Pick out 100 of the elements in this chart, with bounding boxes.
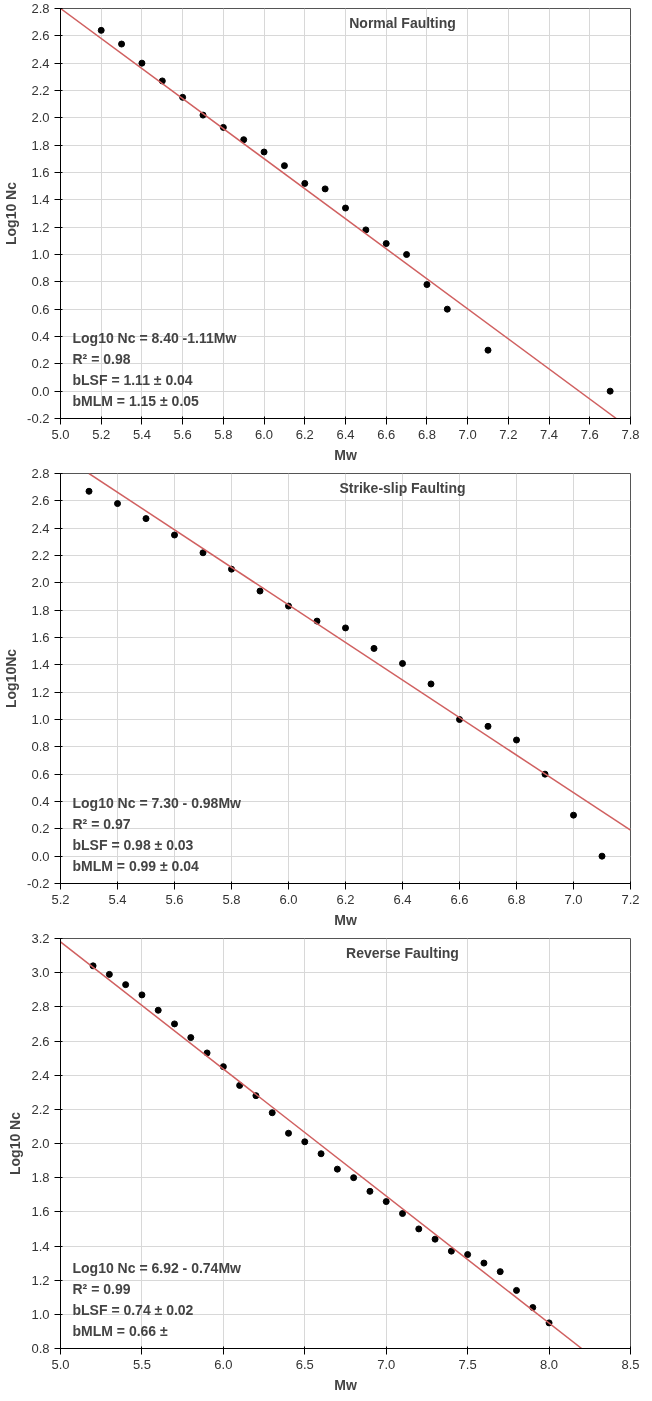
point (399, 1210, 406, 1218)
annotation: bMLM = 0.66 ± (72, 1322, 169, 1339)
x-tick-label: 5.2 (51, 891, 70, 907)
point (138, 59, 146, 67)
point (321, 185, 329, 193)
point (431, 1235, 439, 1243)
point (415, 1225, 423, 1233)
x-tick-label: 7.8 (621, 426, 640, 442)
annotation: R² = 0.98 (72, 350, 131, 367)
x-tick-label: 6.0 (214, 1356, 233, 1372)
x-tick-label: 6.6 (377, 426, 396, 442)
point (403, 251, 411, 258)
annotation: bLSF = 1.11 ± 0.04 (72, 371, 193, 388)
y-tick-label: 1.4 (31, 192, 50, 208)
x-tick-label: 7.0 (564, 891, 583, 907)
y-tick-label: 2.4 (31, 55, 50, 71)
point (606, 387, 614, 395)
point (366, 1187, 374, 1195)
point (142, 515, 150, 523)
y-tick-label: 0.0 (31, 848, 50, 864)
y-tick-label: 2.8 (31, 466, 50, 481)
point (240, 136, 248, 144)
y-tick-label: 1.6 (31, 1204, 50, 1220)
y-tick-label: 2.8 (31, 1, 50, 16)
x-axis-title: Mw (334, 446, 357, 463)
point (342, 624, 349, 632)
point (496, 1268, 504, 1276)
point (370, 644, 378, 652)
y-tick-label: 1.0 (31, 712, 50, 727)
y-tick-label: 2.0 (31, 575, 50, 591)
y-axis-title: Log10 Nc (7, 1111, 24, 1176)
x-tick-label: 7.0 (458, 426, 477, 442)
y-tick-label: 1.2 (31, 219, 50, 235)
point (118, 40, 126, 48)
x-tick-label: 6.4 (393, 891, 412, 907)
x-tick-label: 5.4 (132, 426, 151, 442)
point (443, 305, 451, 313)
y-tick-label: 2.0 (31, 110, 50, 126)
x-tick-label: 5.0 (51, 1356, 70, 1372)
y-tick-label: 1.4 (31, 657, 50, 673)
y-tick-label: 1.0 (31, 247, 50, 262)
y-tick-label: -0.2 (27, 411, 50, 426)
y-tick-label: 2.6 (31, 1033, 50, 1049)
y-tick-label: 2.6 (31, 493, 50, 509)
annotation: R² = 0.97 (72, 815, 131, 832)
annotation: R² = 0.99 (72, 1280, 131, 1297)
point (171, 531, 178, 539)
x-tick-label: 5.2 (92, 426, 111, 442)
point (114, 500, 121, 508)
y-tick-label: 1.8 (31, 137, 50, 153)
y-tick-label: 0.8 (31, 1341, 50, 1356)
x-tick-label: 7.0 (377, 1356, 396, 1372)
x-tick-label: 6.2 (295, 426, 314, 442)
x-tick-label: 5.0 (51, 426, 70, 442)
y-tick-label: 0.2 (31, 356, 50, 372)
x-tick-label: 5.6 (165, 891, 184, 907)
y-tick-label: 0.8 (31, 274, 50, 290)
point (105, 970, 113, 978)
y-tick-label: 0.2 (31, 821, 50, 837)
x-tick-label: 5.8 (222, 891, 241, 907)
text: Strike-slip Faulting (339, 479, 466, 496)
y-tick-label: 1.2 (31, 684, 50, 700)
y-tick-label: 2.2 (31, 1101, 50, 1117)
y-tick-label: 0.4 (31, 329, 50, 344)
x-tick-label: 7.2 (499, 426, 518, 442)
point (333, 1165, 341, 1173)
point (480, 1259, 488, 1267)
point (268, 1109, 276, 1117)
x-tick-label: 6.2 (336, 891, 355, 907)
point (342, 204, 349, 212)
point (199, 549, 207, 557)
point (317, 1150, 325, 1158)
point (97, 26, 105, 34)
y-tick-label: 0.4 (31, 794, 50, 809)
point (484, 722, 492, 730)
point (598, 852, 606, 860)
point (484, 346, 492, 354)
y-tick-label: 1.6 (31, 165, 50, 180)
y-tick-label: 1.8 (31, 1170, 50, 1186)
annotation: bMLM = 0.99 ± 0.04 (72, 857, 200, 874)
y-tick-label: 0.6 (31, 766, 50, 782)
y-tick-label: 1.6 (31, 630, 50, 645)
x-tick-label: 6.6 (450, 891, 469, 907)
point (187, 1034, 195, 1042)
x-tick-label: 6.5 (295, 1356, 314, 1372)
x-tick-label: 6.4 (336, 426, 355, 442)
point (280, 162, 288, 170)
x-tick-label: 7.5 (458, 1356, 477, 1372)
text: Reverse Faulting (346, 944, 459, 961)
point (154, 1006, 162, 1014)
annotation: Log10 Nc = 6.92 - 0.74Mw (72, 1259, 242, 1276)
y-tick-label: 3.0 (31, 965, 50, 981)
y-tick-label: 2.6 (31, 28, 50, 44)
x-axis-title: Mw (334, 1376, 357, 1393)
annotation: Log10 Nc = 7.30 - 0.98Mw (72, 794, 242, 811)
point (285, 1129, 292, 1137)
y-tick-label: 1.2 (31, 1272, 50, 1288)
x-tick-label: 8.0 (540, 1356, 559, 1372)
y-tick-label: 0.0 (31, 383, 50, 399)
y-tick-label: 2.2 (31, 83, 50, 98)
